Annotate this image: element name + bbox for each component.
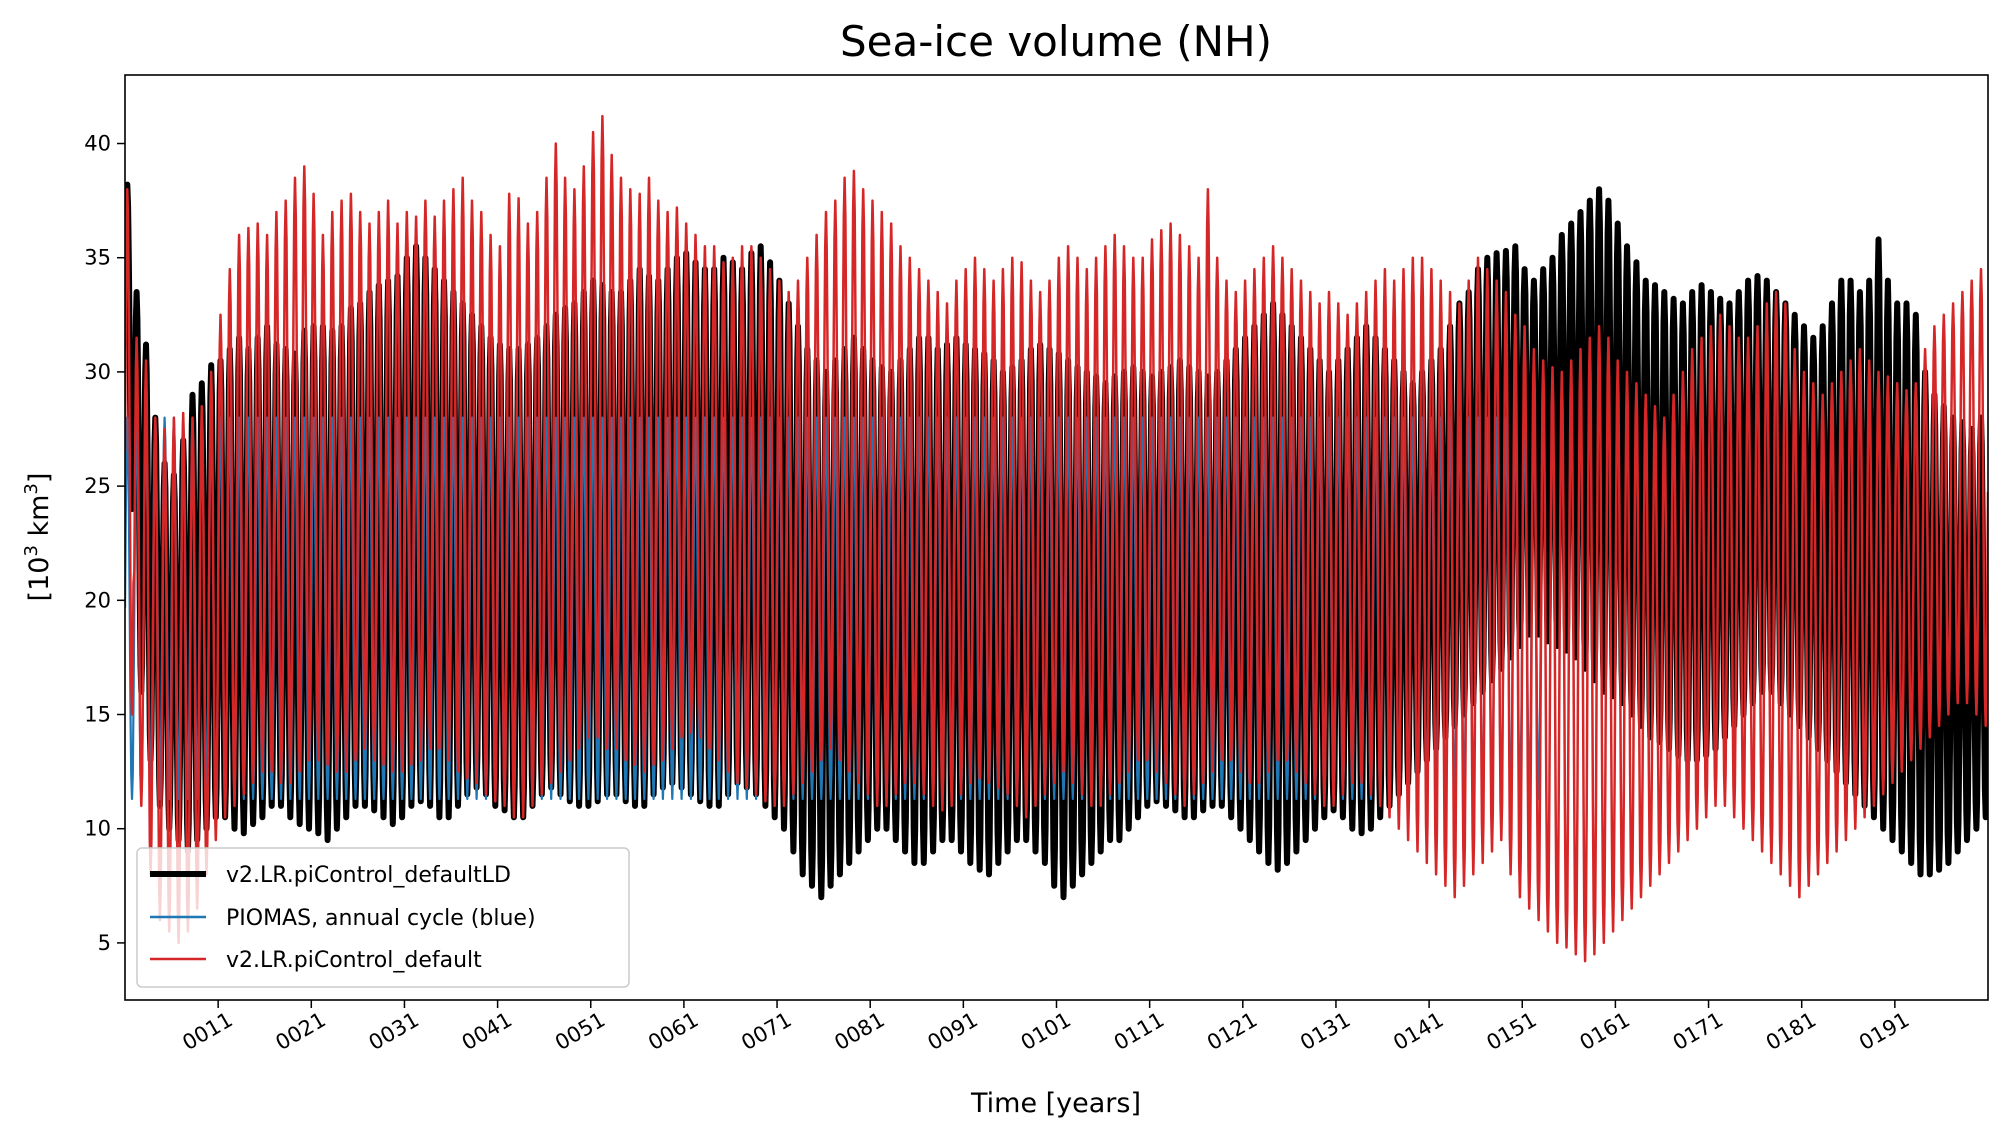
series-layer — [125, 114, 1988, 963]
series-line-default — [125, 114, 1988, 963]
y-tick-label: 5 — [98, 931, 111, 955]
y-tick-label: 30 — [84, 360, 111, 384]
x-axis-label: Time [years] — [970, 1088, 1141, 1119]
legend-label-ld: v2.LR.piControl_defaultLD — [226, 863, 511, 888]
y-tick-label: 15 — [84, 703, 111, 727]
y-tick-label: 40 — [84, 132, 111, 156]
y-tick-label: 35 — [84, 246, 111, 270]
y-tick-label: 20 — [84, 588, 111, 612]
chart-title: Sea-ice volume (NH) — [840, 17, 1272, 66]
y-tick-label: 10 — [84, 817, 111, 841]
legend-label-piomas: PIOMAS, annual cycle (blue) — [226, 906, 536, 931]
legend-box — [136, 847, 630, 988]
legend-label-default: v2.LR.piControl_default — [226, 948, 482, 973]
y-axis-label: [103 km3] — [21, 473, 55, 602]
legend: v2.LR.piControl_defaultLD PIOMAS, annual… — [136, 847, 630, 988]
y-axis: 5 10 15 20 25 30 35 40 — [84, 132, 125, 955]
y-tick-label: 25 — [84, 474, 111, 498]
